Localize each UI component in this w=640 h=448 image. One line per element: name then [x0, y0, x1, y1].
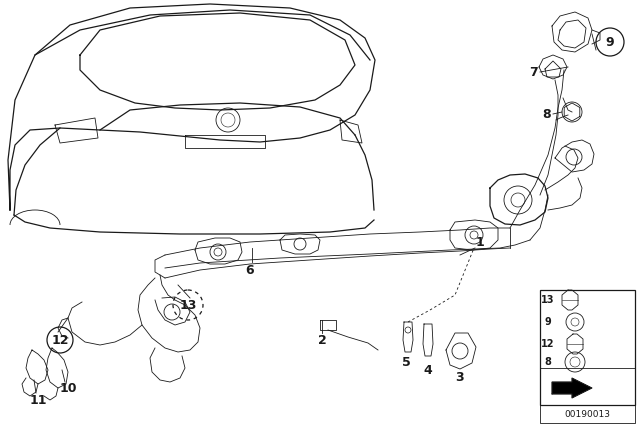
Text: 10: 10 — [60, 382, 77, 395]
Polygon shape — [552, 378, 592, 398]
Text: 2: 2 — [317, 333, 326, 346]
Text: 12: 12 — [51, 333, 68, 346]
Bar — [540, 405, 635, 423]
Text: 11: 11 — [29, 393, 47, 406]
Text: 13: 13 — [541, 295, 555, 305]
Text: 5: 5 — [402, 356, 410, 369]
Text: 4: 4 — [424, 363, 433, 376]
Text: 6: 6 — [246, 263, 254, 276]
Text: 13: 13 — [179, 298, 196, 311]
Text: 1: 1 — [476, 236, 484, 249]
Text: 8: 8 — [545, 357, 552, 367]
Text: 9: 9 — [545, 317, 552, 327]
Bar — [540, 290, 635, 405]
Text: 9: 9 — [605, 35, 614, 48]
Text: 3: 3 — [454, 370, 463, 383]
Text: 00190013: 00190013 — [564, 409, 611, 418]
Text: 7: 7 — [529, 65, 538, 78]
Text: 12: 12 — [541, 339, 555, 349]
Text: 8: 8 — [543, 108, 551, 121]
